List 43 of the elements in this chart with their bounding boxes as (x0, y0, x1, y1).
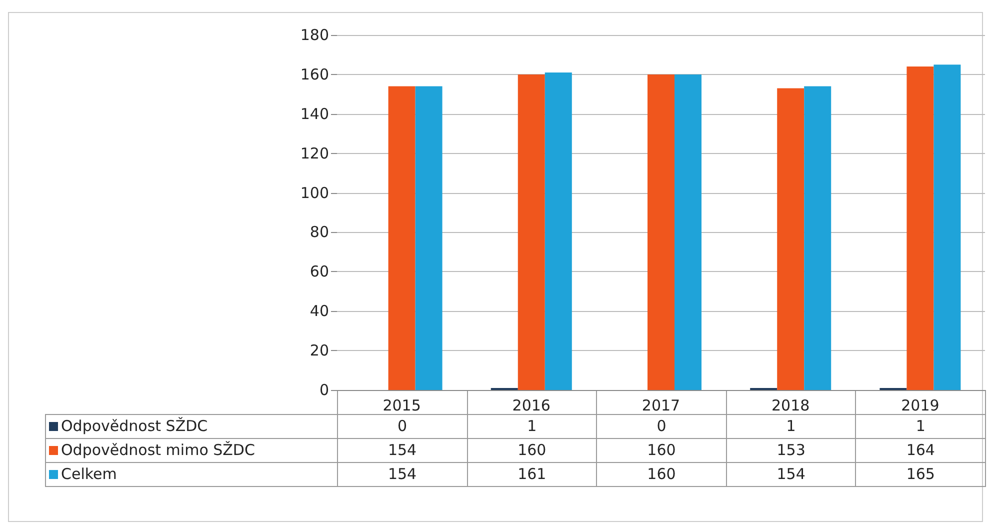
y-tick-label: 0 (319, 381, 329, 399)
data-label: 153 (726, 438, 856, 462)
data-label: 160 (596, 462, 726, 486)
y-tick-label: 140 (300, 104, 329, 123)
y-tick-label: 100 (300, 184, 329, 202)
bar (518, 74, 545, 390)
bar (777, 88, 804, 390)
bar (648, 74, 674, 390)
data-label: 154 (726, 462, 856, 486)
data-label: 160 (596, 438, 726, 462)
x-tick-label: 2018 (772, 396, 810, 414)
x-tick-label: 2015 (382, 396, 421, 414)
x-tick-label: 2019 (901, 396, 940, 414)
data-label: 0 (596, 414, 726, 438)
bar (415, 86, 442, 390)
x-tick-label: 2016 (512, 396, 550, 414)
data-label: 1 (726, 414, 856, 438)
data-label: 164 (856, 438, 986, 462)
y-tick-label: 80 (310, 223, 329, 242)
y-tick-label: 120 (300, 144, 329, 162)
legend-label: Celkem (46, 462, 338, 486)
y-tick-label: 40 (310, 302, 329, 320)
data-label: 161 (467, 462, 597, 486)
data-label: 160 (467, 438, 597, 462)
bar (388, 86, 416, 390)
data-label: 154 (338, 438, 468, 462)
y-tick-label: 180 (300, 26, 329, 44)
data-label: 0 (338, 414, 468, 438)
data-label: 154 (338, 462, 468, 486)
y-tick-label: 160 (300, 65, 329, 84)
x-tick-label: 2017 (642, 396, 680, 414)
data-label: 1 (856, 414, 986, 438)
bar (804, 86, 832, 390)
data-label: 165 (856, 462, 986, 486)
legend-label: Odpovědnost mimo SŽDC (46, 438, 338, 462)
bar (674, 74, 702, 390)
y-tick-label: 60 (310, 262, 329, 281)
data-label: 1 (467, 414, 597, 438)
bar (544, 72, 572, 390)
bar (906, 66, 934, 390)
y-tick-label: 20 (310, 342, 329, 360)
bar (934, 64, 961, 390)
legend-label: Odpovědnost SŽDC (46, 414, 338, 438)
